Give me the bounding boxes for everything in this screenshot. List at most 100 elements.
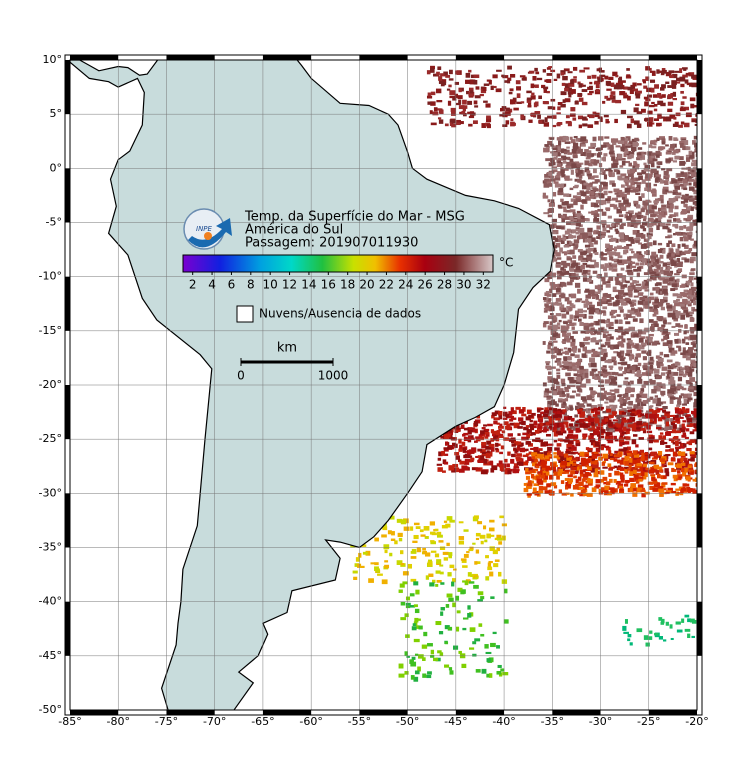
sst-pixel: [528, 119, 533, 123]
sst-pixel: [413, 676, 419, 682]
sst-pixel: [678, 250, 683, 256]
sst-pixel: [566, 87, 572, 92]
sst-pixel: [684, 467, 688, 473]
sst-pixel: [594, 417, 599, 421]
sst-pixel: [496, 534, 502, 539]
sst-pixel: [586, 152, 592, 158]
sst-pixel: [630, 153, 634, 159]
sst-pixel: [688, 175, 694, 179]
sst-pixel: [659, 254, 664, 259]
sst-pixel: [682, 234, 687, 239]
sst-pixel: [673, 218, 677, 222]
sst-pixel: [692, 206, 697, 209]
sst-pixel: [633, 201, 639, 206]
sst-pixel: [523, 426, 529, 431]
frame-segment: [65, 493, 70, 548]
sst-pixel: [594, 112, 600, 118]
sst-pixel: [566, 228, 571, 233]
sst-pixel: [502, 671, 509, 676]
sst-pixel: [695, 483, 697, 487]
sst-pixel: [565, 165, 570, 170]
sst-pixel: [454, 443, 458, 448]
sst-pixel: [665, 417, 670, 422]
sst-pixel: [586, 254, 593, 258]
sst-pixel: [615, 238, 619, 243]
sst-pixel: [629, 310, 636, 315]
sst-pixel: [557, 438, 563, 442]
sst-pixel: [694, 439, 697, 445]
sst-pixel: [559, 348, 564, 352]
sst-pixel: [584, 149, 589, 154]
sst-pixel: [584, 468, 588, 472]
sst-pixel: [438, 119, 444, 124]
sst-pixel: [543, 182, 550, 188]
sst-pixel: [487, 423, 493, 427]
sst-pixel: [590, 153, 595, 157]
sst-pixel: [547, 106, 554, 110]
sst-pixel: [624, 236, 629, 241]
sst-pixel: [391, 531, 395, 536]
sst-pixel: [430, 540, 435, 543]
sst-pixel: [508, 91, 513, 95]
sst-pixel: [572, 117, 577, 121]
sst-pixel: [626, 314, 632, 318]
sst-pixel: [693, 412, 697, 418]
sst-pixel: [684, 336, 689, 340]
sst-pixel: [572, 276, 578, 280]
sst-pixel: [649, 155, 656, 161]
sst-pixel: [588, 238, 592, 243]
sst-pixel: [613, 360, 617, 366]
sst-pixel: [680, 232, 686, 236]
sst-pixel: [594, 80, 599, 84]
sst-pixel: [630, 181, 635, 186]
sst-pixel: [640, 471, 645, 476]
sst-pixel: [458, 536, 465, 540]
sst-pixel: [674, 339, 679, 344]
sst-pixel: [677, 376, 683, 382]
sst-pixel: [621, 457, 625, 460]
sst-pixel: [661, 338, 665, 342]
sst-pixel: [525, 453, 530, 456]
sst-pixel: [650, 258, 655, 261]
sst-pixel: [680, 393, 684, 396]
sst-pixel: [570, 198, 575, 202]
sst-pixel: [673, 332, 680, 336]
sst-pixel: [694, 398, 697, 403]
sst-pixel: [616, 194, 621, 198]
sst-pixel: [672, 160, 678, 163]
sst-pixel: [669, 343, 673, 346]
sst-pixel: [463, 427, 469, 431]
sst-pixel: [691, 169, 695, 174]
sst-pixel: [556, 112, 561, 115]
sst-pixel: [620, 289, 625, 295]
sst-pixel: [654, 84, 660, 89]
sst-pixel: [630, 219, 636, 225]
sst-pixel: [551, 166, 558, 169]
sst-pixel: [593, 168, 597, 174]
sst-pixel: [677, 474, 683, 478]
sst-pixel: [597, 319, 601, 322]
sst-pixel: [485, 117, 492, 123]
sst-pixel: [566, 221, 572, 226]
sst-pixel: [626, 430, 630, 434]
sst-pixel: [510, 121, 515, 127]
sst-pixel: [531, 412, 536, 416]
sst-pixel: [590, 467, 597, 473]
sst-pixel: [556, 372, 561, 375]
sst-pixel: [636, 427, 641, 430]
sst-pixel: [648, 447, 653, 451]
sst-pixel: [531, 92, 535, 96]
sst-pixel: [662, 435, 667, 440]
sst-pixel: [627, 86, 633, 91]
sst-pixel: [578, 389, 583, 393]
sst-pixel: [577, 404, 582, 409]
sst-pixel: [681, 434, 687, 438]
sst-pixel: [468, 449, 473, 453]
sst-pixel: [662, 401, 667, 404]
sst-pixel: [566, 460, 570, 463]
sst-pixel: [389, 515, 395, 520]
sst-pixel: [593, 162, 598, 166]
sst-pixel: [565, 309, 571, 312]
sst-pixel: [668, 382, 674, 385]
sst-pixel: [582, 399, 587, 402]
